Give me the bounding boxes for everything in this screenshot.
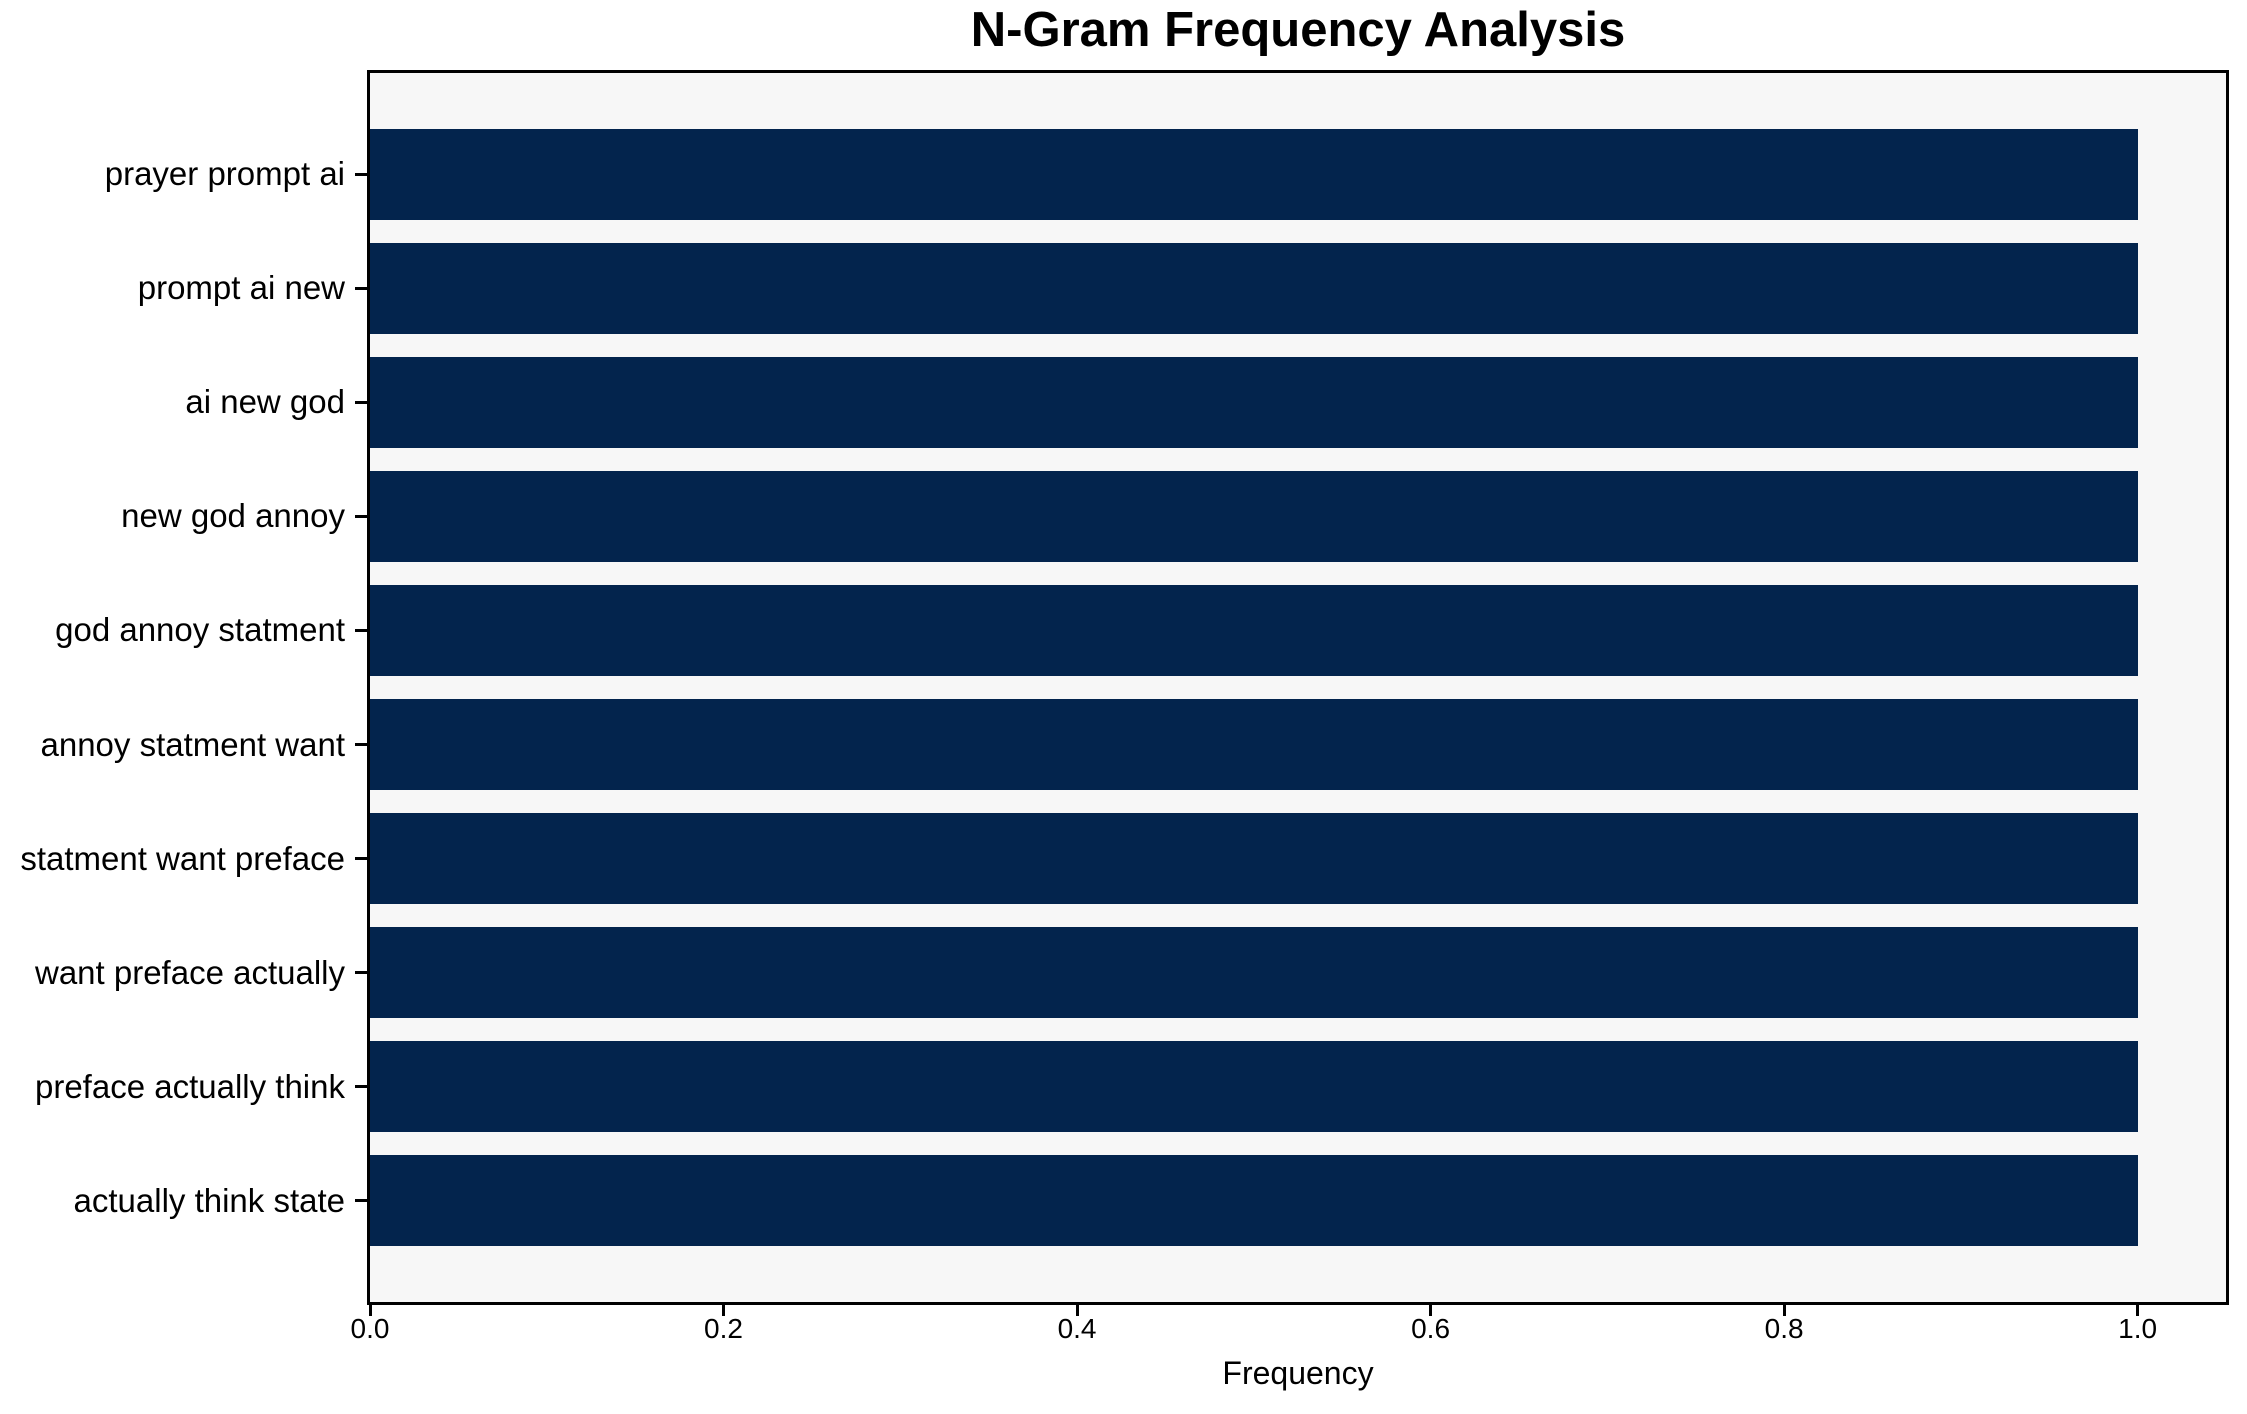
plot-area — [367, 70, 2229, 1305]
y-tick-mark — [355, 514, 367, 518]
y-tick-label: preface actually think — [34, 1067, 345, 1105]
x-tick-mark — [1429, 1305, 1433, 1316]
x-tick-mark — [2136, 1305, 2140, 1316]
y-tick-mark — [355, 743, 367, 746]
x-tick-label: 1.0 — [2118, 1313, 2158, 1344]
y-tick-label: actually think state — [73, 1181, 345, 1219]
y-tick-mark — [355, 971, 367, 975]
y-tick-label: new god annoy — [121, 497, 345, 535]
x-tick-label: 0.6 — [1411, 1313, 1451, 1344]
x-tick-mark — [1782, 1305, 1786, 1316]
y-tick-label: god annoy statment — [55, 611, 345, 649]
y-tick-label: statment want preface — [20, 839, 345, 877]
x-tick-label: 0.0 — [350, 1313, 390, 1344]
y-tick-mark — [355, 286, 367, 290]
bar — [370, 128, 2138, 221]
x-tick-mark — [368, 1305, 372, 1316]
x-tick-label: 0.4 — [1057, 1313, 1097, 1344]
bar — [370, 812, 2138, 905]
bar — [370, 1040, 2138, 1133]
x-axis-title: Frequency — [1222, 1355, 1374, 1391]
y-tick-mark — [355, 1085, 367, 1089]
bar — [370, 242, 2138, 335]
x-tick-label: 0.8 — [1764, 1313, 1804, 1344]
chart-title: N-Gram Frequency Analysis — [970, 3, 1626, 57]
y-tick-mark — [355, 400, 367, 404]
y-tick-mark — [355, 857, 367, 860]
bar — [370, 926, 2138, 1019]
y-tick-label: want preface actually — [34, 953, 345, 991]
bar — [370, 698, 2138, 791]
bar — [370, 356, 2138, 449]
bar — [370, 1154, 2138, 1247]
y-tick-label: ai new god — [185, 383, 345, 421]
bar — [370, 470, 2138, 563]
y-tick-label: annoy statment want — [40, 725, 345, 763]
x-tick-mark — [722, 1305, 726, 1316]
y-tick-label: prompt ai new — [137, 269, 345, 307]
y-tick-label: prayer prompt ai — [104, 155, 345, 193]
y-tick-mark — [355, 1199, 367, 1203]
x-tick-label: 0.2 — [704, 1313, 743, 1344]
y-tick-mark — [355, 628, 367, 632]
y-tick-mark — [355, 172, 367, 176]
bar — [370, 584, 2138, 677]
x-tick-mark — [1075, 1305, 1079, 1316]
